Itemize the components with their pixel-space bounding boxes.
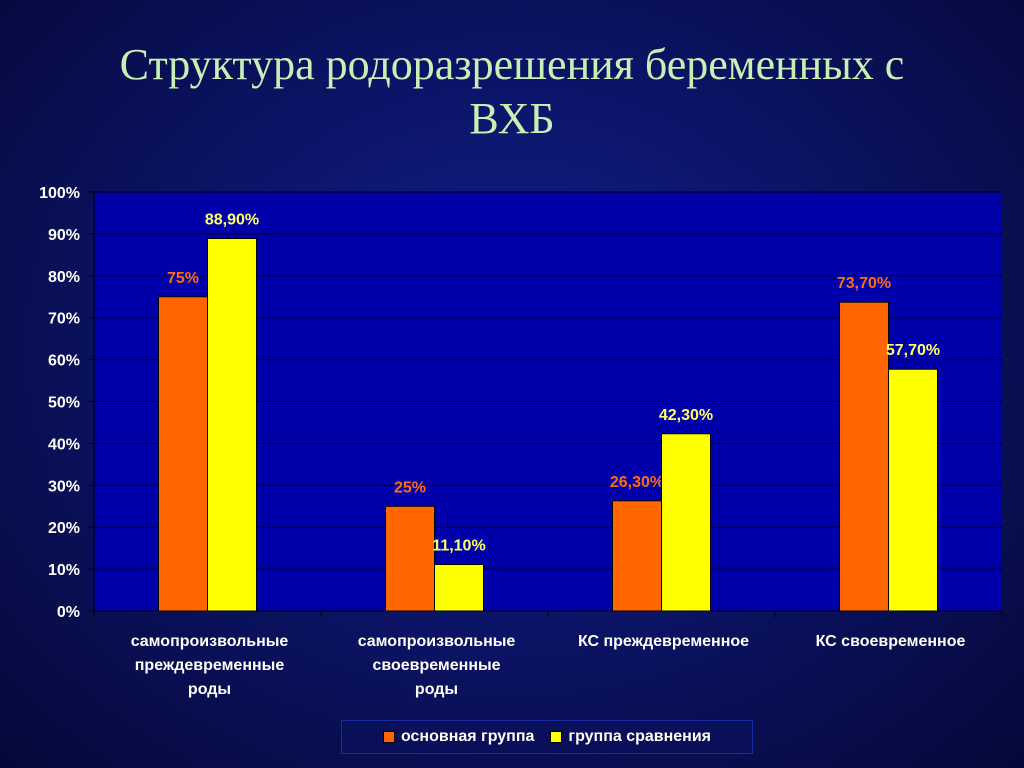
y-tick-label: 50%: [48, 395, 80, 412]
data-label: 11,10%: [432, 537, 485, 554]
legend-label-comparison-group: группа сравнения: [568, 728, 712, 745]
chart-title: Структура родоразрешения беременных с ВХ…: [0, 38, 1024, 146]
data-label: 73,70%: [837, 275, 891, 292]
y-tick-label: 100%: [39, 185, 80, 202]
chart-title-line-2: ВХБ: [469, 94, 555, 143]
x-category-label: роды: [415, 681, 458, 698]
legend-item-main-group: основная группа: [382, 728, 535, 746]
bar-main-group: [158, 296, 208, 612]
bar-comparison-group: [434, 563, 484, 612]
y-tick-label: 30%: [48, 478, 80, 495]
bar-comparison-group: [888, 368, 938, 612]
x-category-label: своевременные: [372, 657, 500, 674]
data-label: 26,30%: [610, 474, 664, 491]
legend-label-main-group: основная группа: [400, 728, 535, 745]
y-tick-label: 60%: [48, 353, 80, 370]
x-category-label: преждевременные: [135, 657, 285, 674]
y-tick-label: 0%: [57, 604, 80, 621]
bar-main-group: [612, 500, 662, 612]
chart-legend: основная группа группа сравнения: [341, 720, 753, 754]
x-category-label: КС своевременное: [816, 633, 966, 650]
legend-swatch-main-group: [382, 731, 395, 743]
data-label: 75%: [167, 270, 199, 287]
bar-comparison-group: [207, 238, 257, 612]
y-tick-label: 70%: [48, 311, 80, 328]
bar-comparison-group: [661, 433, 711, 612]
bar-chart: 0% 10% 20% 30% 40% 50% 60% 70% 80% 90% 100% самопро…: [39, 185, 1003, 698]
y-tick-label: 90%: [48, 227, 80, 244]
x-category-label: КС преждевременное: [578, 633, 749, 650]
legend-item-comparison-group: группа сравнения: [550, 728, 711, 746]
x-category-label: самопроизвольные: [358, 633, 516, 650]
x-category-label: самопроизвольные: [131, 633, 289, 650]
data-label: 42,30%: [659, 407, 713, 424]
data-label: 25%: [394, 479, 426, 496]
y-tick-label: 10%: [48, 562, 80, 579]
data-label: 88,90%: [205, 212, 259, 229]
x-category-label: роды: [188, 681, 231, 698]
y-tick-label: 80%: [48, 269, 80, 286]
y-tick-label: 20%: [48, 520, 80, 537]
bar-main-group: [385, 505, 435, 612]
y-tick-label: 40%: [48, 436, 80, 453]
data-label: 57,70%: [886, 342, 940, 359]
bar-main-group: [839, 301, 889, 612]
chart-title-line-1: Структура родоразрешения беременных с: [119, 40, 905, 89]
legend-swatch-comparison-group: [550, 731, 563, 743]
